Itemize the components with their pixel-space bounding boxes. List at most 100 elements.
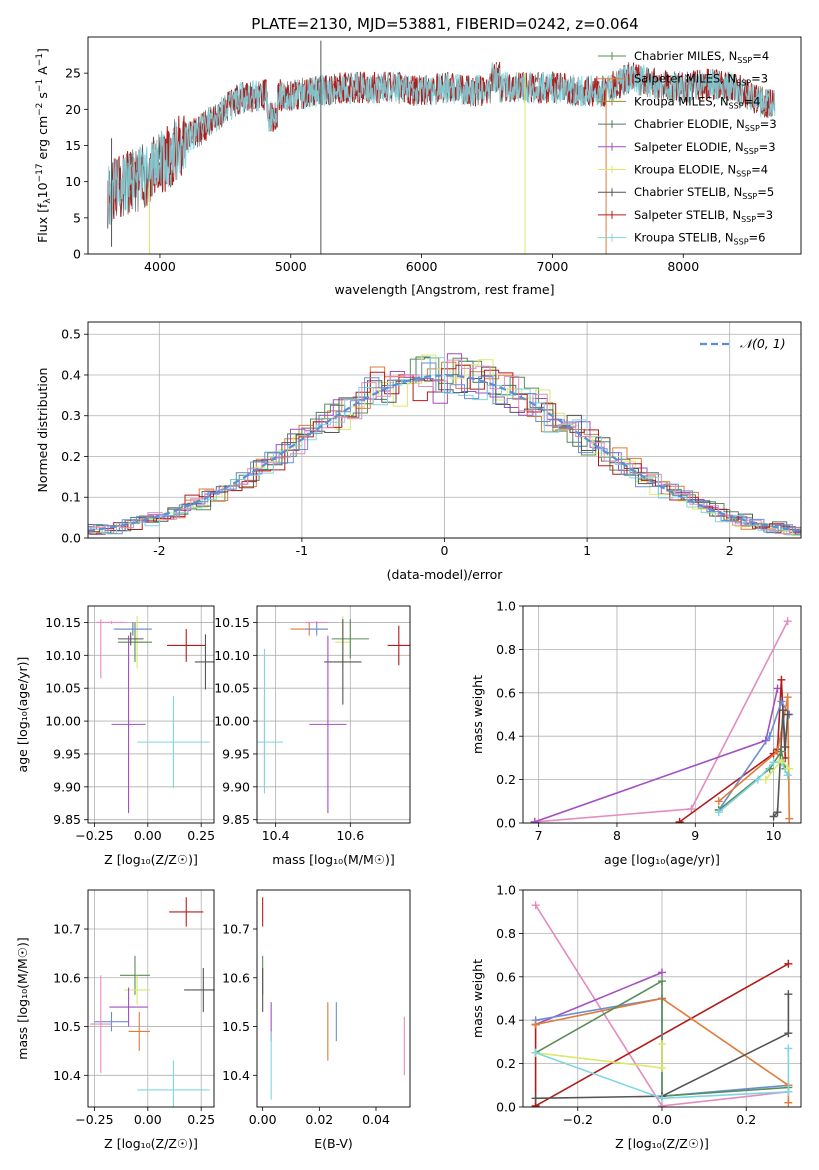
weight-marker: [784, 959, 793, 968]
x-tick-label: −0.2: [563, 1112, 593, 1127]
weight-marker: [761, 775, 770, 784]
weight-marker: [781, 743, 790, 752]
y-tick-label: 9.95: [222, 746, 250, 761]
weight-marker: [784, 1087, 793, 1096]
gaussian-curve: [88, 374, 801, 532]
x-tick-label: 8000: [667, 259, 699, 274]
spectrum-series-krou_stelib: [107, 62, 776, 229]
errorbar-point: [169, 897, 204, 927]
weight-marker: [784, 990, 793, 999]
y-tick-label: 25: [65, 66, 81, 81]
residuals-frame: [87, 321, 802, 539]
y-tick-label: 9.90: [222, 779, 250, 794]
weight-marker: [769, 758, 778, 767]
x-tick-label: 0: [441, 543, 449, 558]
weight-marker: [785, 814, 794, 823]
y-tick-label: 0.4: [61, 367, 81, 382]
histogram-chab_stelib: [88, 366, 801, 535]
weight-marker: [783, 710, 792, 719]
residuals-xlabel: (data-model)/error: [387, 567, 504, 582]
weight-marker: [777, 697, 786, 706]
x-tick-label: 7: [535, 828, 543, 843]
y-tick-label: 10.05: [45, 681, 81, 696]
weight-series-salp_elodie: [534, 688, 779, 823]
x-tick-label: 2: [726, 543, 734, 558]
weight-marker: [784, 1044, 793, 1053]
spectrum-ylabel: Flux [fλ10−17 erg cm−2 s−1 A−1]: [35, 48, 53, 243]
y-tick-label: 0.6: [496, 969, 516, 984]
y-tick-label: 10: [65, 174, 81, 189]
y-tick-label: 1.0: [496, 599, 516, 614]
y-tick-label: 0.2: [496, 1056, 516, 1071]
y-tick-label: 0.2: [496, 772, 516, 787]
legend-entry: Kroupa MILES, NSSP=4: [634, 94, 760, 110]
y-tick-label: 10.05: [214, 681, 250, 696]
mass_vs_Z-axes: −0.25 0.00 0.25 10.4 10.5 10.6 10.7: [53, 890, 215, 1127]
weight-marker: [531, 1048, 540, 1057]
errorbar-point: [96, 621, 127, 624]
errorbar-point: [194, 634, 214, 690]
y-tick-label: 0.5: [61, 327, 81, 342]
legend-entry: Kroupa ELODIE, NSSP=4: [634, 163, 768, 179]
x-tick-label: 10.4: [262, 828, 290, 843]
x-tick-label: 0.00: [134, 828, 162, 843]
y-tick-label: 0.8: [496, 642, 516, 657]
weight_vs_age-frame: [522, 605, 802, 824]
weight-marker: [531, 1094, 540, 1103]
y-tick-label: 10.6: [53, 970, 81, 985]
errorbar-point: [331, 619, 369, 659]
age_vs_Z-ylabel: age [log₁₀(age/yr)]: [15, 657, 30, 773]
weight-series-chab_miles: [535, 979, 789, 1098]
x-tick-label: 10: [766, 828, 782, 843]
histogram-blue: [88, 362, 801, 535]
weight-marker: [658, 1101, 666, 1107]
weight-marker: [658, 977, 666, 986]
y-tick-label: 10.15: [45, 615, 81, 630]
x-tick-label: -1: [296, 543, 308, 558]
weight-marker: [530, 817, 539, 823]
x-tick-label: 0.25: [187, 1112, 215, 1127]
y-tick-label: 1.0: [496, 883, 516, 898]
weight-marker: [531, 1101, 540, 1107]
weight_vs_age-lines: [530, 617, 794, 823]
weight-series-chab_stelib: [773, 710, 789, 818]
errorbar-point: [309, 635, 347, 814]
weight-marker: [783, 617, 792, 626]
age_vs_mass-xlabel: mass [log₁₀(M/M☉)]: [272, 852, 394, 867]
weight-series-chab_stelib: [535, 994, 790, 1100]
y-tick-label: 9.85: [53, 812, 81, 827]
weight_vs_age-ylabel: mass weight: [470, 675, 485, 754]
y-tick-label: 10.7: [222, 922, 250, 937]
histogram-krou_elodie: [88, 354, 801, 537]
errorbar-point: [111, 635, 146, 814]
errorbar-point: [120, 955, 150, 995]
weight-marker: [769, 812, 778, 821]
x-tick-label: 0.00: [249, 1112, 277, 1127]
legend-entry: Salpeter MILES, NSSP=3: [634, 72, 768, 88]
y-tick-label: 0.3: [61, 408, 81, 423]
y-tick-label: 5: [73, 210, 81, 225]
errorbar-point: [90, 975, 112, 1073]
y-tick-label: 10.4: [222, 1068, 250, 1083]
age_vs_Z-frame: [87, 605, 215, 824]
errorbar-point: [109, 987, 148, 1027]
x-tick-label: 0.0: [652, 1112, 672, 1127]
errorbar-point: [324, 619, 362, 705]
weight-marker: [784, 1029, 793, 1038]
weight-marker: [531, 901, 540, 910]
weight-marker: [687, 804, 696, 813]
weight-series-krou_elodie: [535, 1044, 663, 1069]
mass_vs_Z-ylabel: mass [log₁₀(M/M☉)]: [15, 937, 30, 1059]
weight-marker: [658, 1063, 666, 1072]
residuals-legend: 𝒩(0, 1): [700, 336, 786, 351]
histogram-krou_stelib: [88, 357, 801, 536]
weight-marker: [753, 775, 762, 784]
x-tick-label: −0.25: [75, 1112, 113, 1127]
y-tick-label: 10.7: [53, 922, 81, 937]
weight-marker: [785, 764, 794, 773]
errorbar-point: [137, 696, 210, 789]
age_vs_mass-axes: 10.4 10.6 9.85 9.90 9.95 10.00 10.05 10.10 10.15: [214, 606, 410, 843]
age_vs_Z-xlabel: Z [log₁₀(Z/Z☉)]: [104, 852, 198, 867]
weight_vs_age-xlabel: age [log₁₀(age/yr)]: [604, 852, 720, 867]
legend-entry: Chabrier ELODIE, NSSP=3: [634, 117, 777, 133]
